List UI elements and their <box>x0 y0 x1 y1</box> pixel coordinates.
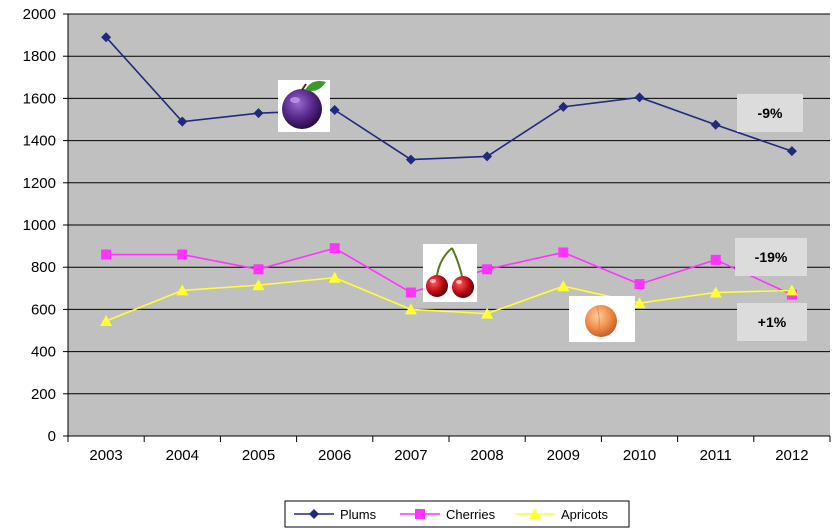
plum-icon <box>278 80 330 132</box>
x-tick-label: 2004 <box>166 447 199 464</box>
cherries-point <box>558 247 569 258</box>
y-tick-label: 600 <box>31 301 56 318</box>
apricots-point <box>633 297 646 309</box>
grid-lines <box>68 13 830 395</box>
plums-point <box>482 151 493 162</box>
apricots-point <box>785 284 798 296</box>
plums-change-annotation: -9% <box>737 94 803 132</box>
svg-text:+1%: +1% <box>758 314 787 330</box>
y-tick-label: 0 <box>48 428 56 445</box>
x-tick-label: 2007 <box>394 447 427 464</box>
apricots-point <box>709 286 722 298</box>
plums-point <box>405 154 416 165</box>
legend-item-apricots: Apricots <box>515 507 608 522</box>
cherries-point <box>710 254 721 265</box>
apricots-line <box>105 276 792 322</box>
cherries-icon <box>423 244 477 302</box>
legend: Plums Cherries Apricots <box>284 500 630 528</box>
plums-point <box>329 105 340 116</box>
x-tick-label: 2008 <box>470 447 503 464</box>
x-tick-label: 2012 <box>775 447 808 464</box>
apricots-point <box>328 271 341 283</box>
apricots-point <box>481 307 494 319</box>
series-layer <box>100 32 798 327</box>
svg-text:-9%: -9% <box>758 105 783 121</box>
x-tick-label: 2010 <box>623 447 656 464</box>
y-tick-label: 1600 <box>23 90 56 107</box>
y-tick-label: 800 <box>31 259 56 276</box>
y-tick-label: 1400 <box>23 133 56 150</box>
x-axis: 2003 2004 2005 2006 2007 2008 2009 2010 2011 2012 <box>67 435 831 464</box>
apricots-point <box>100 315 113 327</box>
y-tick-label: 2000 <box>23 6 56 23</box>
y-tick-label: 400 <box>31 344 56 361</box>
cherries-point <box>253 264 264 275</box>
y-tick-label: 1800 <box>23 48 56 65</box>
svg-text:-19%: -19% <box>755 249 788 265</box>
apricot-icon <box>569 296 635 342</box>
y-axis: 0 200 400 600 800 1000 1200 1400 1600 1800 2000 <box>23 6 69 445</box>
cherries-point <box>329 243 340 254</box>
plums-point <box>253 108 264 119</box>
x-tick-label: 2003 <box>89 447 122 464</box>
apricots-point <box>252 279 265 291</box>
x-tick-label: 2011 <box>700 447 732 464</box>
y-tick-label: 200 <box>31 386 56 403</box>
legend-item-plums: Plums <box>294 507 377 522</box>
apricots-point <box>557 280 570 292</box>
x-tick-label: 2006 <box>318 447 351 464</box>
svg-text:Plums: Plums <box>340 507 377 522</box>
cherries-point <box>177 249 188 260</box>
x-tick-label: 2009 <box>547 447 580 464</box>
apricots-point <box>404 303 417 315</box>
plums-point <box>710 119 721 130</box>
plums-point <box>101 32 112 43</box>
cherries-point <box>405 287 416 298</box>
cherries-change-annotation: -19% <box>735 238 807 276</box>
apricots-change-annotation: +1% <box>737 303 807 341</box>
plums-point <box>177 116 188 127</box>
plums-point <box>786 146 797 157</box>
svg-text:Cherries: Cherries <box>446 507 496 522</box>
y-tick-label: 1200 <box>23 175 56 192</box>
x-tick-label: 2005 <box>242 447 275 464</box>
cherries-point <box>634 279 645 290</box>
legend-item-cherries: Cherries <box>400 507 496 522</box>
svg-text:Apricots: Apricots <box>561 507 608 522</box>
apricots-point <box>176 284 189 296</box>
y-tick-label: 1000 <box>23 217 56 234</box>
plums-point <box>558 101 569 112</box>
plums-point <box>634 92 645 103</box>
cherries-point <box>101 249 112 260</box>
cherries-point <box>482 264 493 275</box>
plums-line <box>105 36 793 161</box>
